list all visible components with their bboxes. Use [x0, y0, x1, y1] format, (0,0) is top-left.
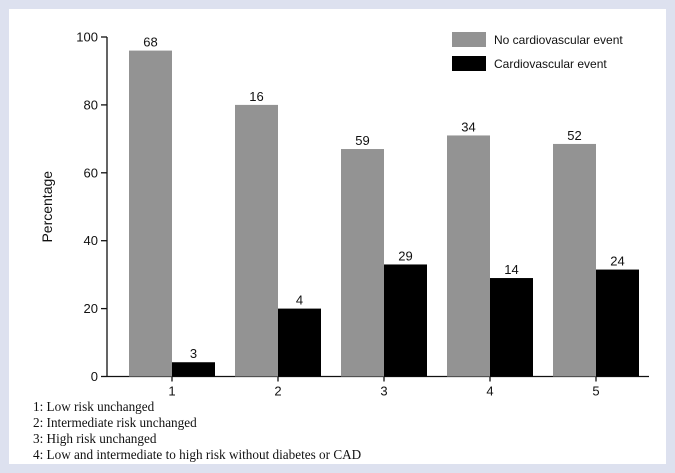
category-notes: 1: Low risk unchanged 2: Intermediate ri… [33, 399, 653, 463]
data-label-no-event-3: 59 [355, 133, 369, 148]
legend-label-event: Cardiovascular event [494, 57, 607, 71]
x-tick-label-4: 4 [486, 384, 493, 399]
bar-event-1 [172, 362, 215, 377]
y-tick-label-60: 60 [84, 165, 98, 180]
data-label-event-1: 3 [190, 346, 197, 361]
data-label-no-event-1: 68 [143, 35, 157, 50]
x-tick-label-2: 2 [274, 384, 281, 399]
x-tick-label-3: 3 [380, 384, 387, 399]
bar-event-4 [490, 278, 533, 377]
y-tick-label-40: 40 [84, 233, 98, 248]
data-label-no-event-5: 52 [567, 128, 581, 143]
y-axis-title: Percentage [39, 171, 55, 243]
data-label-event-3: 29 [398, 248, 412, 263]
figure-panel: 0 20 40 60 80 100 Percentage 68 3 1 16 4 2 59 29 3 34 14 4… [9, 9, 666, 464]
y-tick-label-20: 20 [84, 301, 98, 316]
bar-event-2 [278, 308, 321, 377]
legend-swatch-event [452, 56, 486, 71]
legend-swatch-no-event [452, 32, 486, 47]
note-3: 3: High risk unchanged [33, 431, 157, 446]
x-tick-label-1: 1 [168, 384, 175, 399]
legend-label-no-event: No cardiovascular event [494, 33, 623, 47]
note-4: 4: Low and intermediate to high risk wit… [33, 447, 362, 462]
bar-no-event-4 [447, 135, 490, 377]
x-tick-label-5: 5 [592, 384, 599, 399]
data-label-no-event-4: 34 [461, 119, 475, 134]
data-label-event-5: 24 [610, 254, 624, 269]
note-2: 2: Intermediate risk unchanged [33, 415, 197, 430]
bar-no-event-3 [341, 149, 384, 377]
y-tick-label-100: 100 [76, 30, 98, 45]
y-tick-label-0: 0 [91, 369, 98, 384]
bar-chart: 0 20 40 60 80 100 Percentage 68 3 1 16 4 2 59 29 3 34 14 4… [39, 30, 649, 399]
bar-no-event-2 [235, 104, 278, 377]
bar-no-event-5 [553, 143, 596, 377]
data-label-no-event-2: 16 [249, 89, 263, 104]
data-label-event-2: 4 [296, 293, 303, 308]
data-label-event-4: 14 [504, 262, 518, 277]
bar-event-3 [384, 264, 427, 377]
note-1: 1: Low risk unchanged [33, 399, 155, 414]
y-tick-label-80: 80 [84, 97, 98, 112]
bar-event-5 [596, 269, 639, 377]
bar-no-event-1 [129, 50, 172, 377]
